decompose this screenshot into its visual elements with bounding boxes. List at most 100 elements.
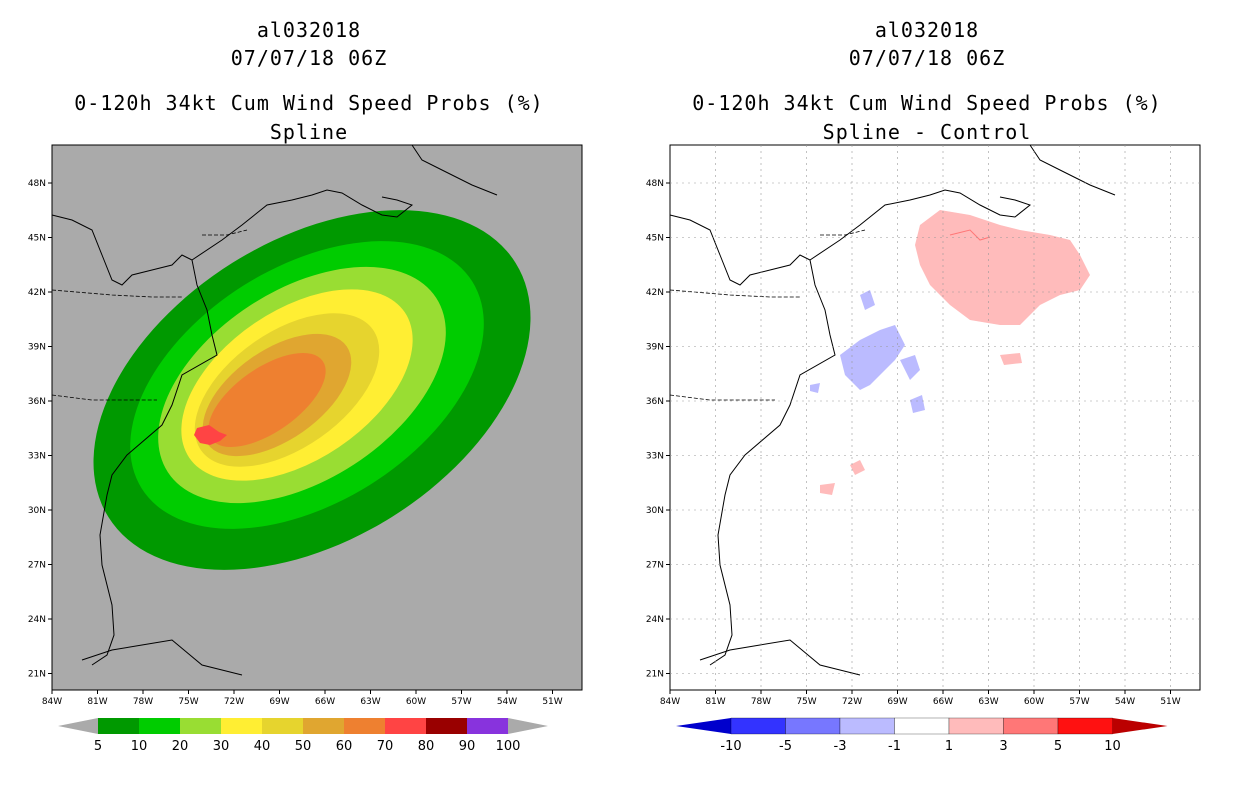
colorbar-swatch [303, 718, 344, 734]
lat-label: 48N [28, 179, 46, 189]
colorbar-under-arrow [58, 718, 98, 734]
lon-label: 81W [87, 697, 107, 707]
lon-label: 84W [42, 697, 62, 707]
colorbar-swatch [1057, 717, 1113, 735]
lon-label: 63W [360, 697, 380, 707]
lon-label: 72W [842, 697, 862, 707]
colorbar-swatch [98, 718, 139, 734]
lon-label: 54W [497, 697, 517, 707]
probability-panel: al032018 07/07/18 06Z 0-120h 34kt Cum Wi… [28, 18, 583, 754]
colorbar-label: 10 [1104, 739, 1121, 754]
colorbar-label: 60 [336, 739, 353, 754]
lon-label: 63W [978, 697, 998, 707]
lat-label: 36N [28, 397, 46, 407]
lon-label: 75W [178, 697, 198, 707]
negative-diff-area [840, 325, 905, 390]
lon-label: 51W [542, 697, 562, 707]
lon-label: 78W [751, 697, 771, 707]
colorbar-swatch [467, 718, 508, 734]
negative-diff-area [860, 290, 875, 310]
colorbar-swatch [139, 718, 180, 734]
colorbar-label: -10 [720, 739, 741, 754]
lat-label: 30N [646, 506, 664, 516]
probability-colorbar: 5 10 20 30 40 50 60 70 80 90 100 [58, 718, 548, 754]
difference-panel: al032018 07/07/18 06Z 0-120h 34kt Cum Wi… [618, 0, 1236, 800]
lat-label: 27N [28, 561, 46, 571]
colorbar-label: 90 [459, 739, 476, 754]
difference-contours [810, 210, 1090, 495]
colorbar-label: -3 [834, 739, 847, 754]
colorbar-swatch [344, 718, 385, 734]
datetime-title: 07/07/18 06Z [848, 46, 1006, 70]
colorbar-swatch [839, 717, 895, 735]
lat-label: 24N [28, 615, 46, 625]
lat-label: 45N [28, 234, 46, 244]
colorbar-swatch [948, 717, 1004, 735]
lon-label: 66W [933, 697, 953, 707]
colorbar-over-arrow [508, 718, 548, 734]
colorbar-swatch [1003, 717, 1059, 735]
colorbar-label: -1 [888, 739, 901, 754]
colorbar-label: 100 [496, 739, 521, 754]
colorbar-label: 1 [945, 739, 953, 754]
lat-label: 21N [28, 670, 46, 680]
colorbar-label: 50 [295, 739, 312, 754]
negative-diff-area [900, 355, 920, 380]
colorbar-swatch [894, 717, 950, 735]
lat-label: 33N [646, 452, 664, 462]
lat-label: 21N [646, 670, 664, 680]
colorbar-swatch [785, 717, 841, 735]
colorbar-swatch [180, 718, 221, 734]
lon-label: 54W [1115, 697, 1135, 707]
lon-label: 81W [705, 697, 725, 707]
colorbar-swatch [730, 717, 786, 735]
positive-diff-area [850, 460, 865, 475]
lat-label: 33N [28, 452, 46, 462]
colorbar-swatch [385, 718, 426, 734]
storm-id-title: al032018 [256, 18, 362, 42]
colorbar-label: 10 [131, 739, 148, 754]
colorbar-under-arrow [676, 718, 731, 734]
lon-label: 57W [1069, 697, 1089, 707]
difference-map: 48N 45N 42N 39N 36N 33N 30N 27N 24N 21N 84W 81W 78W 7… [646, 144, 1201, 707]
contour-70 [194, 425, 227, 445]
lat-label: 42N [28, 288, 46, 298]
lon-label: 57W [451, 697, 471, 707]
lat-label: 27N [646, 561, 664, 571]
colorbar-label: 3 [999, 739, 1007, 754]
lon-label: 72W [224, 697, 244, 707]
colorbar-label: -5 [779, 739, 792, 754]
colorbar-swatch [262, 718, 303, 734]
lat-label: 36N [646, 397, 664, 407]
lat-label: 48N [646, 179, 664, 189]
colorbar-label: 5 [1054, 739, 1062, 754]
lon-label: 51W [1160, 697, 1180, 707]
lon-label: 75W [796, 697, 816, 707]
lon-label: 78W [133, 697, 153, 707]
lat-label: 39N [646, 343, 664, 353]
product-title: 0-120h 34kt Cum Wind Speed Probs (%) [74, 91, 544, 115]
positive-diff-area [820, 483, 835, 495]
lat-label: 42N [646, 288, 664, 298]
colorbar-label: 80 [418, 739, 435, 754]
colorbar-over-arrow [1112, 718, 1168, 734]
positive-diff-area [949, 229, 991, 241]
negative-diff-area [910, 395, 925, 413]
lon-label: 69W [269, 697, 289, 707]
storm-id-title: al032018 [874, 18, 980, 42]
lon-label: 69W [887, 697, 907, 707]
colorbar-label: 30 [213, 739, 230, 754]
probability-contours [93, 210, 531, 570]
colorbar-label: 5 [94, 739, 102, 754]
colorbar-label: 40 [254, 739, 271, 754]
contour-60 [208, 353, 326, 447]
lat-label: 45N [646, 234, 664, 244]
probability-map: 48N 45N 42N 39N 36N 33N 30N 27N 24N 21N 84W 81W 78W 7… [28, 144, 583, 707]
lon-label: 60W [406, 697, 426, 707]
axis-labels: 48N 45N 42N 39N 36N 33N 30N 27N 24N 21N 84W 81W 78W 7… [646, 179, 1181, 707]
coastlines [669, 144, 1116, 676]
negative-diff-area [810, 383, 820, 393]
positive-diff-area [1000, 353, 1022, 365]
coastlines [51, 144, 498, 676]
axis-labels: 48N 45N 42N 39N 36N 33N 30N 27N 24N 21N 84W 81W 78W 7… [28, 179, 563, 707]
